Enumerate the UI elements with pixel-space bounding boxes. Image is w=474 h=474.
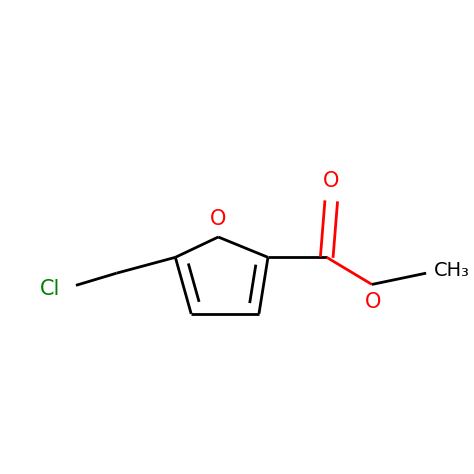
Text: CH₃: CH₃ — [434, 261, 470, 281]
Text: O: O — [210, 209, 227, 229]
Text: Cl: Cl — [40, 279, 60, 299]
Text: O: O — [323, 171, 339, 191]
Text: O: O — [365, 292, 381, 311]
